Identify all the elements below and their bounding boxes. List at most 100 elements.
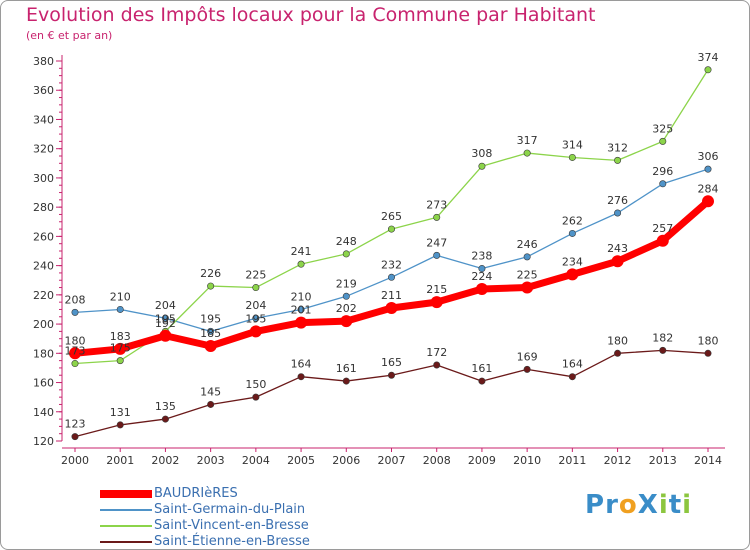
x-tick-label: 2003 — [197, 454, 225, 467]
data-point — [207, 400, 215, 408]
data-label: 164 — [291, 358, 312, 371]
data-label: 314 — [562, 138, 583, 151]
x-tick-label: 2010 — [513, 454, 541, 467]
logo-letter: i — [682, 490, 693, 520]
data-label: 273 — [426, 198, 447, 211]
data-point — [523, 149, 531, 157]
y-tick-label: 220 — [33, 289, 54, 302]
data-label: 161 — [336, 362, 357, 375]
data-point — [387, 371, 395, 379]
legend-label: Saint-Vincent-en-Bresse — [154, 518, 309, 533]
series-lines — [69, 66, 714, 441]
data-label: 296 — [652, 165, 673, 178]
data-point — [478, 265, 486, 273]
data-point — [433, 251, 441, 259]
data-point — [71, 308, 79, 316]
data-point — [568, 153, 576, 161]
data-point — [297, 373, 305, 381]
legend-label: Saint-Étienne-en-Bresse — [154, 534, 310, 549]
data-point — [566, 268, 579, 281]
y-tick-label: 340 — [33, 113, 54, 126]
data-label: 241 — [291, 245, 312, 258]
data-point — [159, 329, 172, 342]
data-point — [659, 346, 667, 354]
data-point — [659, 180, 667, 188]
data-label: 265 — [381, 210, 402, 223]
data-point — [342, 377, 350, 385]
data-point — [340, 315, 353, 328]
data-label: 225 — [517, 269, 538, 282]
data-label: 246 — [517, 238, 538, 251]
data-label: 210 — [291, 290, 312, 303]
data-label: 180 — [65, 334, 86, 347]
data-label: 248 — [336, 235, 357, 248]
data-label: 180 — [607, 334, 628, 347]
data-point — [207, 327, 215, 335]
data-point — [295, 316, 308, 329]
y-tick-label: 120 — [33, 435, 54, 448]
data-label: 195 — [245, 312, 266, 325]
x-tick-label: 2002 — [151, 454, 179, 467]
data-point — [704, 349, 712, 357]
data-label: 169 — [517, 350, 538, 363]
data-point — [252, 393, 260, 401]
data-point — [568, 373, 576, 381]
x-tick-label: 2011 — [558, 454, 586, 467]
data-point — [387, 273, 395, 281]
data-point — [659, 137, 667, 145]
data-label: 247 — [426, 236, 447, 249]
data-label: 185 — [200, 327, 221, 340]
data-point — [71, 360, 79, 368]
data-label: 234 — [562, 255, 583, 268]
data-label: 202 — [336, 302, 357, 315]
data-point — [478, 377, 486, 385]
x-tick-label: 2013 — [649, 454, 677, 467]
x-tick-label: 2004 — [242, 454, 270, 467]
data-label: 195 — [200, 312, 221, 325]
y-tick-label: 240 — [33, 260, 54, 273]
data-label: 243 — [607, 242, 628, 255]
data-point — [116, 357, 124, 365]
data-label: 135 — [155, 400, 176, 413]
data-label: 183 — [110, 330, 131, 343]
data-point — [478, 162, 486, 170]
data-point — [342, 292, 350, 300]
legend-swatch — [100, 490, 152, 498]
data-point — [433, 213, 441, 221]
data-label: 211 — [381, 289, 402, 302]
logo-letter: i — [658, 490, 669, 520]
logo-letter: o — [618, 490, 638, 520]
data-label: 374 — [698, 51, 719, 64]
data-label: 257 — [652, 222, 673, 235]
data-label: 123 — [65, 418, 86, 431]
data-label: 195 — [155, 312, 176, 325]
data-point — [161, 314, 169, 322]
y-tick-label: 300 — [33, 172, 54, 185]
data-label: 312 — [607, 141, 628, 154]
data-point — [521, 281, 534, 294]
data-point — [430, 296, 443, 309]
y-tick-label: 260 — [33, 230, 54, 243]
x-tick-label: 2000 — [61, 454, 89, 467]
data-point — [252, 284, 260, 292]
data-label: 161 — [471, 362, 492, 375]
data-label: 204 — [245, 299, 266, 312]
data-point — [252, 314, 260, 322]
data-label: 145 — [200, 385, 221, 398]
data-point — [614, 156, 622, 164]
data-label: 284 — [698, 182, 719, 195]
x-tick-label: 2012 — [604, 454, 632, 467]
data-point — [71, 433, 79, 441]
data-label: 215 — [426, 283, 447, 296]
data-label: 192 — [155, 317, 176, 330]
y-tick-label: 180 — [33, 347, 54, 360]
x-tick-label: 2007 — [378, 454, 406, 467]
legend-swatch — [100, 541, 152, 543]
data-point — [207, 282, 215, 290]
x-tick-label: 2014 — [694, 454, 722, 467]
data-point — [387, 225, 395, 233]
data-point — [656, 234, 669, 247]
data-label: 219 — [336, 277, 357, 290]
